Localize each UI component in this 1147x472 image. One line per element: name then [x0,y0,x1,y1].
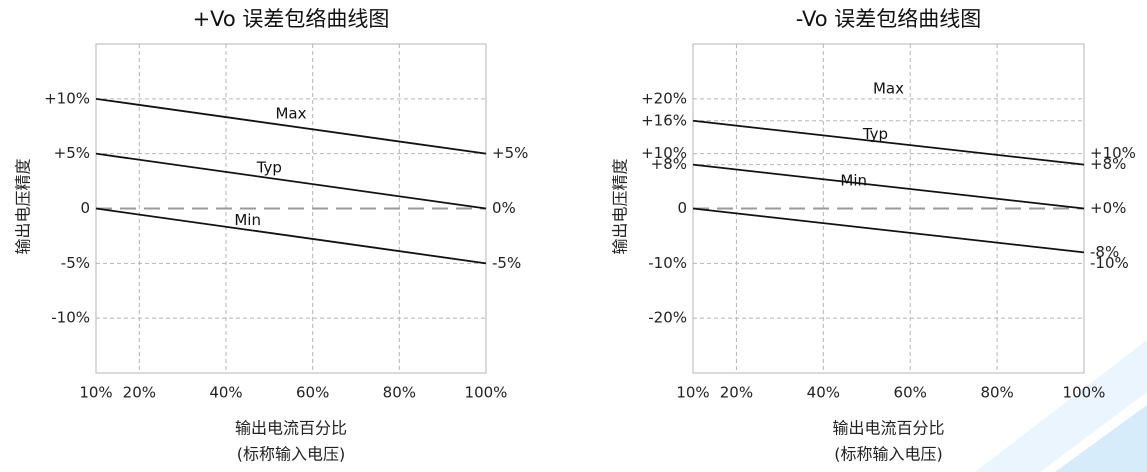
series-label-min: Min [840,172,867,190]
chart-panel-1: Max Typ Min +10% +5% 0 -5% -10% +5% 0% -5% 10% 20% 40… [14,7,529,464]
y-tick-label: +20% [641,89,687,107]
x-tick-label: 20% [123,384,156,402]
series-line-min [692,207,1085,254]
y-axis-label: 输出电压精度 [14,158,33,254]
x-tick-label: 100% [465,384,508,402]
x-tick-label: 40% [209,384,242,402]
x-tick-label: 100% [1063,384,1106,402]
right-value-label: +5% [492,144,528,162]
x-tick-label: 10% [79,384,112,402]
chart-title: -Vo 误差包络曲线图 [796,7,982,31]
x-tick-label: 10% [676,384,709,402]
right-value-label: -5% [492,254,521,272]
series-label-max: Max [275,105,306,123]
series-line-max [692,119,1085,166]
series-label-typ: Typ [256,158,282,176]
x-axis-sublabel: (标称输入电压) [237,445,346,464]
x-tick-label: 40% [807,384,840,402]
series-label-min: Min [234,211,261,229]
x-axis-sublabel: (标称输入电压) [834,445,943,464]
watermark-shape [960,405,1147,472]
x-tick-label: 80% [383,384,416,402]
series-label-max: Max [873,79,904,97]
right-value-label: 0% [492,199,516,217]
right-value-label: -10% [1090,254,1129,272]
chart-title: +Vo 误差包络曲线图 [193,7,390,31]
right-value-label: -8% [1090,243,1119,261]
x-axis-label: 输出电流百分比 [235,419,347,438]
y-tick-label: 0 [80,199,90,217]
series-line-max [95,97,487,155]
y-tick-label: +10% [44,89,90,107]
x-tick-label: 20% [720,384,753,402]
x-axis-label: 输出电流百分比 [832,419,944,438]
x-tick-label: 60% [296,384,329,402]
y-tick-label: -5% [61,254,90,272]
y-tick-label: -10% [648,254,687,272]
y-tick-label: +16% [641,111,687,129]
x-tick-label: 60% [894,384,927,402]
y-tick-label: 0 [677,199,687,217]
chart-panel-2: MaxTypMin+20%+16%+10%+8%0-10%-20%+10%+8%… [611,7,1136,464]
series-label-typ: Typ [862,125,888,143]
y-tick-label: +5% [54,144,90,162]
series-line-typ [692,163,1085,210]
right-value-label: +8% [1090,155,1126,173]
x-tick-label: 80% [980,384,1013,402]
y-axis-label: 输出电压精度 [611,158,630,254]
y-tick-label: -10% [51,309,90,327]
series-line-typ [95,152,487,210]
watermark-stripe [975,340,1147,472]
series-line-min [95,207,487,265]
y-tick-label: +10% [641,144,687,162]
right-value-label: +10% [1090,144,1136,162]
y-tick-label: -20% [648,309,687,327]
right-value-label: +0% [1090,199,1126,217]
y-tick-label: +8% [651,155,687,173]
